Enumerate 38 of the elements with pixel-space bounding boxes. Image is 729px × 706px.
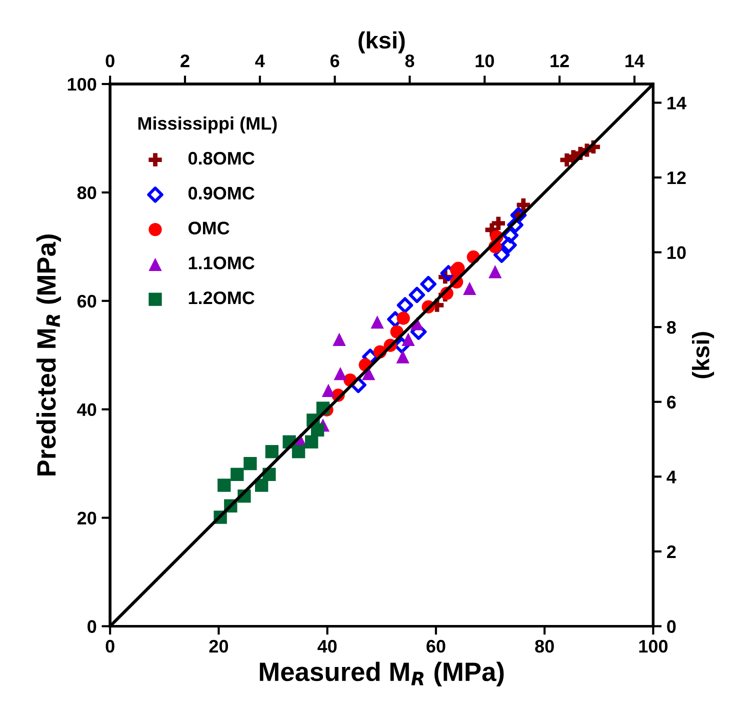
y-tick-label: 60 bbox=[77, 294, 96, 308]
legend-label: 1.2OMC bbox=[188, 291, 254, 304]
x2-tick-label: 2 bbox=[180, 54, 190, 68]
y2-tick-label: 8 bbox=[666, 321, 676, 334]
x2-tick-label: 10 bbox=[476, 54, 494, 68]
y2-tick-label: 10 bbox=[668, 246, 686, 260]
x2-tick-label: 8 bbox=[405, 54, 414, 68]
x-tick-label: 20 bbox=[209, 640, 228, 653]
y-tick-label: 20 bbox=[77, 512, 96, 524]
x2-tick-label: 4 bbox=[255, 54, 265, 68]
x2-tick-label: 12 bbox=[550, 54, 569, 68]
x-tick-label: 40 bbox=[318, 640, 337, 653]
x-tick-label: 60 bbox=[426, 640, 446, 653]
y-tick-label: 100 bbox=[68, 78, 96, 91]
x2-tick-label: 6 bbox=[330, 54, 340, 68]
legend-label: 0.9OMC bbox=[188, 186, 254, 200]
x-axis-title: Measured M$_{R}$ (MPa) bbox=[260, 662, 504, 686]
y-tick-label: 80 bbox=[77, 186, 96, 200]
y2-tick-label: 2 bbox=[667, 545, 676, 558]
x2-tick-label: 0 bbox=[106, 54, 114, 68]
x-tick-label: 80 bbox=[535, 640, 554, 653]
legend-title: Mississippi (ML) bbox=[138, 116, 277, 134]
y2-tick-label: 4 bbox=[666, 470, 676, 484]
y-tick-label: 40 bbox=[77, 403, 96, 416]
y2-axis-title: (ksi) bbox=[692, 332, 714, 378]
legend-label: 0.8OMC bbox=[188, 152, 254, 165]
y-axis-title: Predicted M$_{R}$ (MPa) bbox=[36, 234, 61, 476]
y2-tick-label: 14 bbox=[668, 96, 686, 110]
x-tick-label: 0 bbox=[106, 640, 114, 653]
y2-tick-label: 12 bbox=[668, 171, 686, 184]
y2-tick-label: 6 bbox=[667, 396, 676, 409]
x2-tick-label: 14 bbox=[626, 54, 644, 68]
y-tick-label: 0 bbox=[88, 620, 96, 633]
y2-tick-label: 0 bbox=[667, 620, 676, 633]
legend-label: OMC bbox=[188, 222, 230, 234]
legend-label: 1.1OMC bbox=[188, 256, 254, 270]
x-tick-label: 100 bbox=[639, 640, 668, 653]
x2-axis-title: (ksi) bbox=[358, 31, 405, 54]
